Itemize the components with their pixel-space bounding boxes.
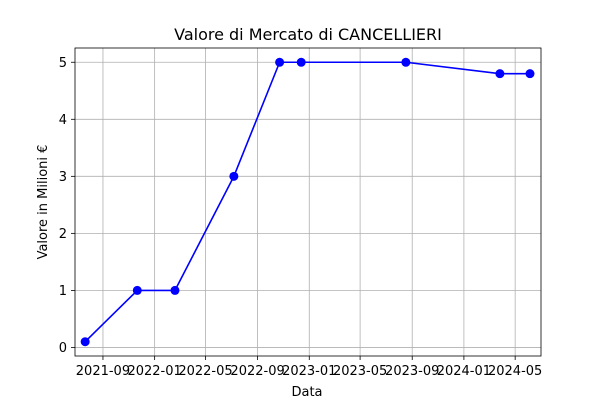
data-point: [170, 285, 180, 295]
x-tick-label: 2022-05: [178, 364, 232, 379]
y-tick-label: 1: [59, 284, 67, 299]
x-tick-label: 2022-01: [127, 364, 181, 379]
x-tick-label: 2023-01: [282, 364, 336, 379]
y-tick-label: 0: [59, 341, 67, 356]
y-axis-label: Valore in Milioni €: [36, 145, 51, 260]
plot-frame: [74, 47, 542, 357]
x-axis-ticks: 2021-092022-012022-052022-092023-012023-…: [76, 356, 542, 379]
y-tick-label: 2: [59, 227, 67, 242]
data-point: [525, 69, 535, 79]
data-point: [275, 57, 285, 67]
data-point: [401, 57, 411, 67]
y-tick-label: 4: [59, 113, 67, 128]
y-tick-label: 5: [59, 56, 67, 71]
data-point: [229, 171, 239, 181]
data-point: [495, 69, 505, 79]
x-tick-label: 2024-05: [488, 364, 542, 379]
chart-title: Valore di Mercato di CANCELLIERI: [174, 25, 442, 44]
x-tick-label: 2022-09: [230, 364, 284, 379]
series-layer: [80, 57, 535, 347]
x-tick-label: 2023-05: [333, 364, 387, 379]
y-axis-ticks: 0 1 2 3 4 5: [59, 56, 75, 356]
y-tick-label: 3: [59, 170, 67, 185]
x-axis-label: Data: [291, 385, 322, 400]
data-point: [296, 57, 306, 67]
x-tick-label: 2021-09: [76, 364, 130, 379]
series-line: [84, 61, 530, 343]
data-point: [80, 337, 90, 347]
grid: [75, 48, 541, 356]
x-tick-label: 2024-01: [437, 364, 491, 379]
x-tick-label: 2023-09: [385, 364, 439, 379]
data-point: [132, 285, 142, 295]
